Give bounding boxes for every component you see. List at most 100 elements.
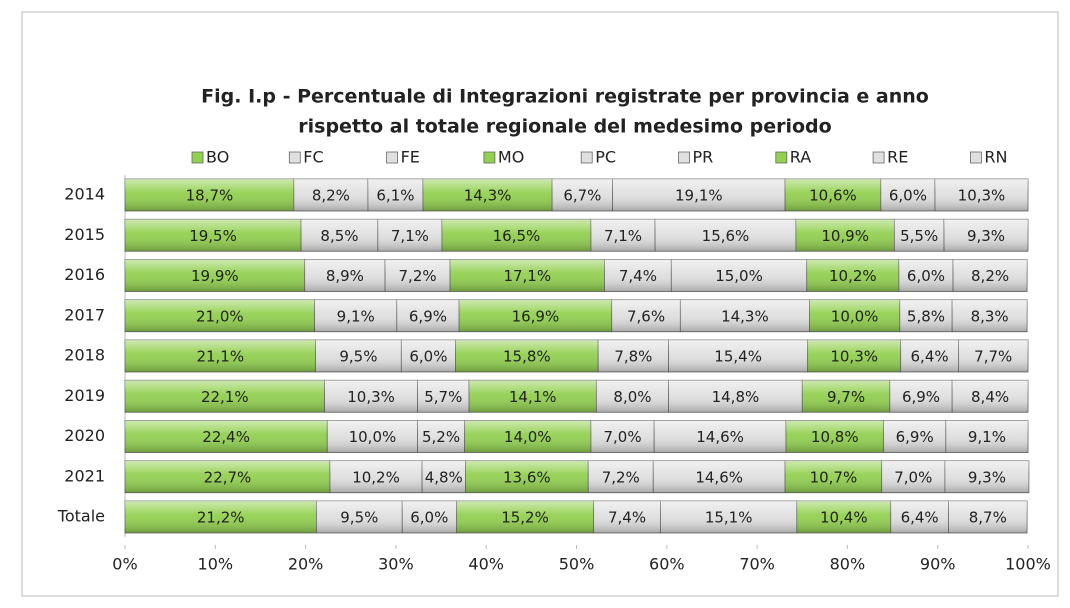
legend-swatch <box>483 151 496 164</box>
bar-shade <box>450 259 605 292</box>
x-tick-label: 50% <box>559 555 595 574</box>
y-tick-label: 2019 <box>64 386 105 405</box>
chart-title: rispetto al totale regionale del medesim… <box>298 116 831 138</box>
data-label: 8,4% <box>971 388 1009 406</box>
y-tick-label: 2014 <box>64 185 105 204</box>
x-tick-label: 40% <box>468 555 504 574</box>
legend-swatch <box>872 151 885 164</box>
data-label: 21,0% <box>196 307 244 325</box>
bar-shade <box>680 299 810 332</box>
chart-title: Fig. I.p - Percentuale di Integrazioni r… <box>201 86 929 108</box>
data-label: 13,6% <box>503 468 551 486</box>
bar-shade <box>668 380 803 413</box>
data-label: 8,3% <box>971 307 1009 325</box>
x-tick-label: 90% <box>920 555 956 574</box>
bar-shade <box>417 420 465 453</box>
data-label: 6,0% <box>410 509 448 527</box>
bar-shade <box>944 460 1029 493</box>
bar-shade <box>125 259 305 292</box>
data-label: 7,1% <box>391 227 429 245</box>
bar-shade <box>316 501 403 533</box>
bar-shade <box>671 259 807 292</box>
bar-shade <box>459 299 612 332</box>
bar-shade <box>385 259 451 292</box>
data-label: 19,9% <box>191 267 239 285</box>
x-tick-label: 70% <box>739 555 775 574</box>
data-label: 6,4% <box>911 348 949 366</box>
bar-shade <box>593 501 661 533</box>
data-label: 9,3% <box>968 468 1006 486</box>
data-label: 15,6% <box>702 227 750 245</box>
bar-shade <box>315 340 402 372</box>
data-label: 9,5% <box>340 509 378 527</box>
data-label: 10,0% <box>831 307 879 325</box>
bar-shade <box>125 179 294 211</box>
data-label: 6,0% <box>409 348 447 366</box>
bar-shade <box>396 299 460 332</box>
bar-shade <box>304 259 386 292</box>
data-label: 7,7% <box>974 348 1012 366</box>
data-label: 8,5% <box>320 227 358 245</box>
y-tick-label: 2018 <box>64 346 105 365</box>
bar-shade <box>785 420 884 453</box>
y-tick-label: 2016 <box>64 265 105 284</box>
data-label: 17,1% <box>503 267 551 285</box>
bar-shade <box>441 219 591 252</box>
legend-swatch <box>970 151 982 164</box>
legend-label: RE <box>887 148 908 167</box>
data-label: 22,7% <box>204 468 252 486</box>
data-label: 15,1% <box>705 509 753 527</box>
legend-label: RN <box>984 148 1007 167</box>
bar-shade <box>293 179 368 211</box>
data-label: 7,4% <box>608 509 646 527</box>
bar-shade <box>125 420 328 453</box>
legend-swatch <box>678 151 690 164</box>
bar-shade <box>899 299 953 332</box>
data-label: 22,1% <box>201 388 249 406</box>
bar-shade <box>668 340 808 372</box>
data-label: 14,6% <box>695 468 743 486</box>
bar-shade <box>612 179 786 211</box>
bar-shade <box>324 380 418 413</box>
legend-label: MO <box>498 148 524 167</box>
bar-shade <box>598 340 669 372</box>
y-tick-label: Totale <box>57 507 105 526</box>
bar-shade <box>948 501 1028 533</box>
data-label: 15,2% <box>501 509 549 527</box>
data-label: 7,4% <box>619 267 657 285</box>
data-label: 5,2% <box>422 428 460 446</box>
data-label: 6,0% <box>889 187 927 205</box>
y-tick-label: 2017 <box>64 305 105 324</box>
bar-shade <box>456 501 594 533</box>
data-label: 19,1% <box>675 187 723 205</box>
legend-label: PR <box>693 148 714 167</box>
bar-shade <box>596 380 669 413</box>
bar-shade <box>401 340 456 372</box>
data-label: 6,1% <box>376 187 414 205</box>
data-label: 21,1% <box>196 348 244 366</box>
data-label: 6,0% <box>907 267 945 285</box>
bar-shade <box>590 420 655 453</box>
y-tick-label: 2020 <box>64 426 105 445</box>
bar-shade <box>958 340 1028 372</box>
data-label: 9,3% <box>967 227 1005 245</box>
bar-shade <box>796 501 891 533</box>
bar-shade <box>417 380 470 413</box>
x-tick-label: 100% <box>1005 555 1051 574</box>
data-label: 6,9% <box>896 428 934 446</box>
data-label: 7,6% <box>627 307 665 325</box>
bar-shade <box>785 460 882 493</box>
data-label: 10,0% <box>349 428 397 446</box>
bar-shade <box>590 219 656 252</box>
bar-shade <box>377 219 442 252</box>
bar-shade <box>952 380 1028 413</box>
bar-shade <box>880 179 935 211</box>
x-tick-label: 20% <box>288 555 324 574</box>
bar-shade <box>654 420 786 453</box>
data-label: 15,0% <box>715 267 763 285</box>
bar-shade <box>655 219 796 252</box>
bar-shade <box>660 501 797 533</box>
data-label: 10,2% <box>352 468 400 486</box>
data-label: 4,8% <box>425 468 463 486</box>
